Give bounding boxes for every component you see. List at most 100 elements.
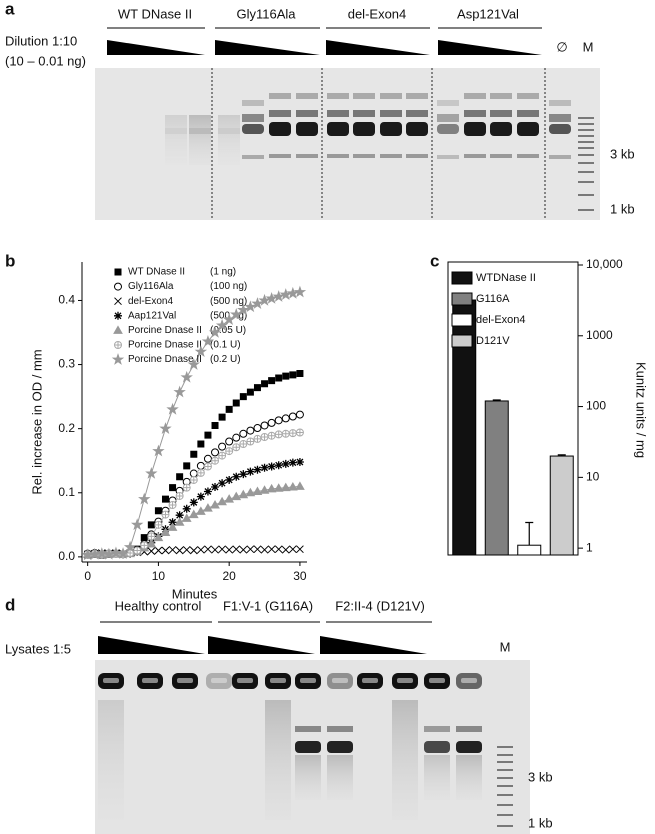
data-point [208, 325, 222, 338]
legend-label: Porcine Dnase II [128, 325, 202, 336]
data-point [145, 467, 158, 479]
data-point [253, 384, 261, 392]
data-point [174, 517, 185, 526]
gel-lane [265, 673, 291, 689]
panel-label: c [430, 251, 439, 270]
data-point [296, 370, 304, 378]
legend-marker [114, 297, 122, 306]
y-tick-label: 1000 [586, 328, 613, 342]
gel-lane [165, 115, 187, 165]
data-point [189, 475, 198, 484]
data-point [189, 498, 198, 507]
data-point [161, 495, 169, 503]
data-point [175, 511, 184, 520]
data-point [261, 380, 269, 388]
data-point [173, 385, 186, 398]
data-point [232, 545, 241, 554]
data-point [289, 371, 297, 379]
group-label: Asp121Val [457, 6, 519, 21]
data-point [282, 372, 290, 380]
group-label: F1:V-1 (G116A) [223, 598, 313, 613]
legend-marker [114, 268, 122, 276]
data-point [287, 481, 298, 491]
data-point [109, 546, 123, 559]
dilution-range: (10 – 0.01 ng) [5, 53, 86, 68]
data-point [267, 545, 276, 554]
data-point [260, 463, 269, 472]
legend-label: Gly116Ala [128, 281, 174, 292]
group-label: Gly116Ala [236, 6, 296, 21]
data-point [217, 496, 227, 506]
legend-marker [113, 325, 123, 334]
y-axis-label: Rel. increase in OD / mm [29, 349, 44, 494]
data-point [188, 509, 199, 519]
gel-lane [327, 673, 353, 689]
data-point [230, 308, 243, 320]
data-point [246, 467, 255, 476]
ladder [578, 117, 594, 211]
data-point [182, 504, 191, 513]
data-point [146, 539, 157, 548]
data-point [252, 486, 263, 495]
data-point [253, 545, 262, 554]
data-point [183, 462, 191, 470]
data-point [225, 437, 234, 446]
data-point [244, 300, 257, 313]
data-point [246, 545, 255, 554]
data-point [211, 421, 219, 429]
y-tick-label: 1 [586, 540, 593, 554]
y-axis-label: Kunitz units / mg [634, 362, 649, 458]
gel-lane [172, 673, 198, 689]
data-point [196, 492, 205, 501]
data-point [274, 461, 283, 470]
data-point [133, 546, 142, 555]
bar [549, 455, 574, 556]
data-point [168, 518, 177, 527]
data-point [140, 534, 148, 542]
y-tick-label: 0.3 [58, 357, 75, 371]
data-point [201, 334, 215, 347]
panel-label: d [5, 595, 15, 614]
data-point [196, 506, 206, 515]
data-point [140, 541, 149, 550]
y-tick-label: 0.4 [58, 293, 75, 307]
data-point [218, 479, 227, 488]
legend-amount: (0.05 U) [210, 325, 246, 336]
data-point [253, 424, 262, 433]
error-bar [557, 454, 566, 457]
gel-lane [98, 700, 124, 820]
data-point [237, 303, 250, 316]
lane-separators [211, 68, 546, 220]
data-point [239, 429, 248, 438]
legend-label: WT DNase II [128, 267, 185, 278]
data-point [159, 422, 172, 434]
data-point [266, 483, 277, 493]
legend-label: Porcine Dnase II [128, 340, 202, 351]
legend-marker [111, 353, 125, 365]
x-tick-label: 0 [84, 569, 91, 583]
data-point [259, 485, 270, 494]
data-point [204, 431, 212, 439]
data-point [218, 451, 227, 460]
y-tick-label: 0.0 [58, 549, 75, 563]
data-point [246, 426, 255, 435]
data-point [168, 500, 177, 509]
gel-lane [232, 673, 258, 689]
legend-swatch [451, 292, 473, 306]
data-point [239, 393, 247, 401]
data-point [176, 473, 184, 481]
data-point [239, 545, 248, 554]
data-point [238, 489, 249, 499]
empty-lane-label: ∅ [556, 39, 567, 54]
data-point [295, 481, 305, 490]
data-point [130, 518, 144, 531]
data-point [175, 491, 184, 500]
data-point [267, 431, 276, 440]
legend-marker [114, 311, 122, 320]
data-point [153, 532, 164, 542]
x-tick-label: 30 [293, 569, 307, 583]
data-point [246, 388, 254, 396]
data-point [281, 414, 290, 423]
data-point [152, 444, 165, 457]
data-point [251, 297, 264, 309]
